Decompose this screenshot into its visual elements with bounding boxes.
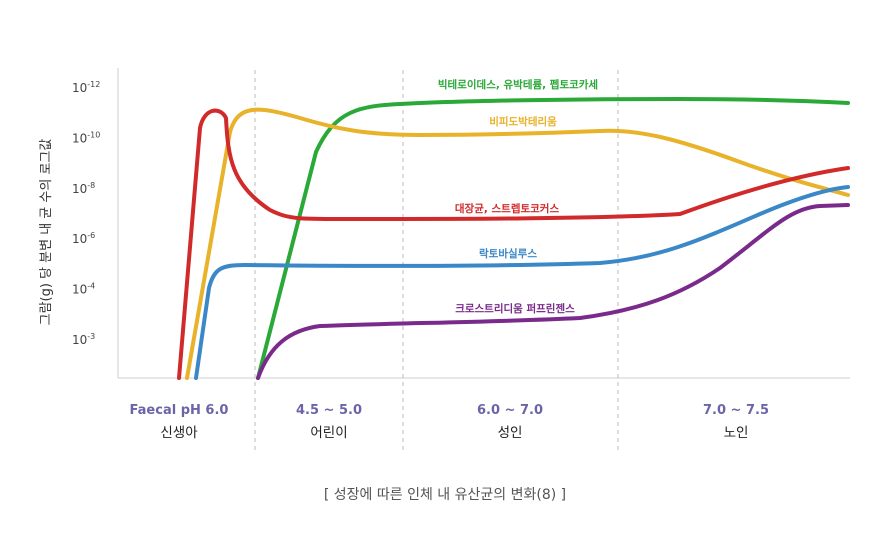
- series-label-bacteroides: 빅테로이데스, 유박테륨, 펩토코카세: [438, 78, 598, 91]
- series-lines: [177, 97, 850, 380]
- stage-ph: Faecal pH 6.0: [130, 403, 229, 418]
- chart-caption: [ 성장에 따른 인체 내 유산균의 변화(8) ]: [324, 487, 566, 503]
- series-label-ecoli-streptococcus: 대장균, 스트렙토코커스: [455, 202, 560, 215]
- stage-newborn: Faecal pH 6.0 신생아: [130, 403, 229, 441]
- stage-elderly: 7.0 ~ 7.5 노인: [703, 403, 769, 441]
- stage-name: 노인: [724, 425, 749, 441]
- y-tick-label: 10-3: [72, 332, 95, 347]
- y-tick-label: 10-6: [72, 231, 95, 246]
- stage-name: 성인: [498, 425, 523, 441]
- y-tick-label: 10-10: [72, 130, 100, 145]
- series-line-bacteroides: [256, 97, 850, 380]
- stage-ph: 6.0 ~ 7.0: [477, 403, 543, 418]
- stage-ph: 4.5 ~ 5.0: [296, 403, 362, 418]
- stage-adult: 6.0 ~ 7.0 성인: [477, 403, 543, 441]
- series-line-lactobacillus: [194, 185, 850, 380]
- y-tick-label: 10-12: [72, 80, 100, 95]
- stage-child: 4.5 ~ 5.0 어린이: [296, 403, 362, 441]
- stage-ph: 7.0 ~ 7.5: [703, 403, 769, 418]
- y-axis-label: 그람(g) 당 분변 내 균 수의 로그값: [39, 139, 54, 326]
- y-tick-label: 10-8: [72, 181, 95, 196]
- y-tick-labels: 10-12 10-10 10-8 10-6 10-4 10-3: [72, 80, 100, 347]
- series-label-lactobacillus: 락토바실루스: [479, 247, 537, 260]
- series-line-ecoli-streptococcus: [177, 108, 850, 380]
- series-line-clostridium-perfringens: [256, 203, 850, 380]
- series-label-clostridium-perfringens: 크로스트리디움 퍼프린젠스: [455, 302, 575, 315]
- series-line-bifidobacterium: [185, 107, 850, 380]
- series-label-bifidobacterium: 비피도박테리움: [489, 115, 557, 128]
- stage-name: 신생아: [160, 425, 198, 441]
- stage-name: 어린이: [310, 425, 347, 441]
- y-tick-label: 10-4: [72, 282, 95, 297]
